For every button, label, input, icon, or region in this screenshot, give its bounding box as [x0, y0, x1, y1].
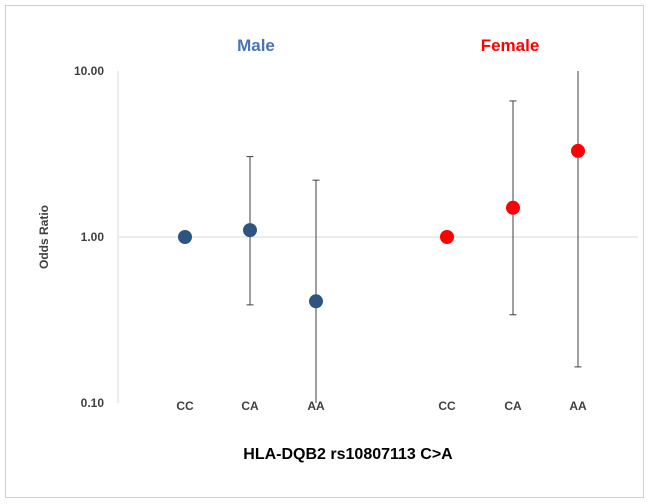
data-points [178, 143, 585, 309]
group-titles: Male Female [237, 36, 539, 55]
category-label-male-ca: CA [241, 399, 259, 413]
category-labels: CC CA AA CC CA AA [176, 399, 587, 413]
point-male-aa [309, 294, 323, 309]
x-axis-title: HLA-DQB2 rs10807113 C>A [243, 446, 453, 463]
category-label-male-aa: AA [307, 399, 325, 413]
axis-layer [117, 71, 638, 403]
y-tick-label: 0.10 [81, 396, 105, 410]
category-label-female-aa: AA [569, 399, 587, 413]
category-label-female-cc: CC [438, 399, 456, 413]
y-tick-labels: 10.00 1.00 0.10 [74, 64, 104, 410]
group-title-female: Female [481, 36, 540, 55]
point-female-cc [440, 230, 454, 244]
point-female-aa [571, 143, 585, 158]
chart-frame [5, 5, 644, 498]
point-male-cc [178, 230, 192, 244]
y-axis-title: Odds Ratio [37, 205, 51, 269]
point-male-ca [243, 223, 257, 238]
y-tick-label: 1.00 [81, 230, 105, 244]
category-label-female-ca: CA [504, 399, 522, 413]
point-female-ca [506, 200, 520, 215]
y-tick-label: 10.00 [74, 64, 104, 78]
group-title-male: Male [237, 36, 275, 55]
category-label-male-cc: CC [176, 399, 194, 413]
